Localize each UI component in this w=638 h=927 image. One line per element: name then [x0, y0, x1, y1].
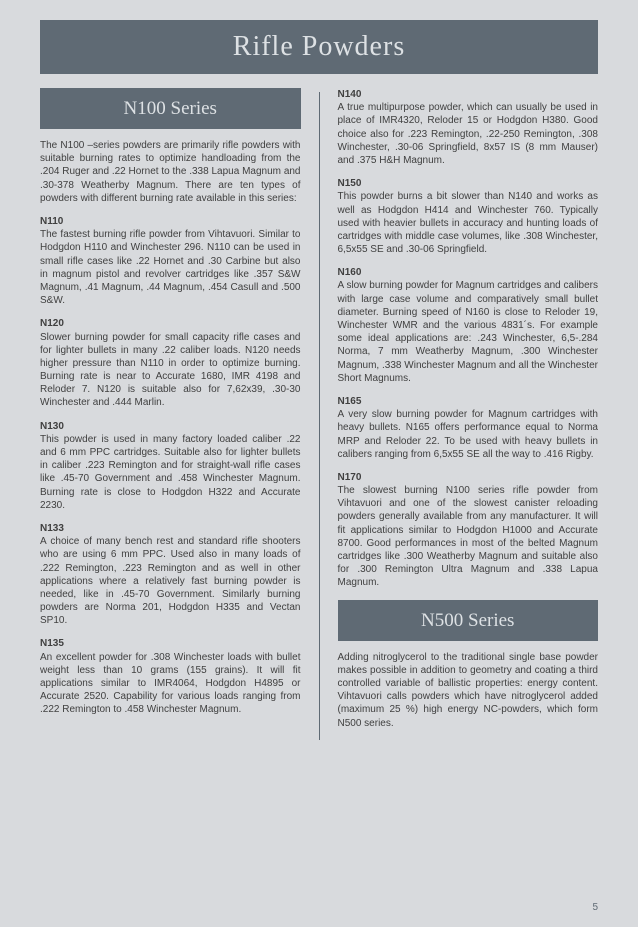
heading-n165: N165: [338, 395, 599, 408]
heading-n110: N110: [40, 215, 301, 228]
heading-n130: N130: [40, 420, 301, 433]
left-column: N100 Series The N100 –series powders are…: [40, 88, 301, 740]
body-n110: The fastest burning rifle powder from Vi…: [40, 228, 301, 307]
intro-text: The N100 –series powders are primarily r…: [40, 139, 301, 205]
page-number: 5: [592, 902, 598, 913]
column-divider: [319, 92, 320, 740]
section-header-n100: N100 Series: [40, 88, 301, 129]
body-n170: The slowest burning N100 series rifle po…: [338, 484, 599, 590]
body-n130: This powder is used in many factory load…: [40, 433, 301, 512]
body-n133: A choice of many bench rest and standard…: [40, 535, 301, 627]
heading-n170: N170: [338, 471, 599, 484]
body-n150: This powder burns a bit slower than N140…: [338, 190, 599, 256]
heading-n150: N150: [338, 177, 599, 190]
heading-n133: N133: [40, 522, 301, 535]
heading-n135: N135: [40, 637, 301, 650]
body-n500-intro: Adding nitroglycerol to the traditional …: [338, 651, 599, 730]
columns: N100 Series The N100 –series powders are…: [0, 88, 638, 740]
section-header-n500: N500 Series: [338, 600, 599, 641]
body-n120: Slower burning powder for small capacity…: [40, 331, 301, 410]
body-n140: A true multipurpose powder, which can us…: [338, 101, 599, 167]
page-title: Rifle Powders: [233, 31, 405, 63]
heading-n120: N120: [40, 317, 301, 330]
heading-n140: N140: [338, 88, 599, 101]
right-column: N140 A true multipurpose powder, which c…: [338, 88, 599, 740]
body-n160: A slow burning powder for Magnum cartrid…: [338, 279, 599, 385]
page-title-bar: Rifle Powders: [40, 20, 598, 74]
body-n165: A very slow burning powder for Magnum ca…: [338, 408, 599, 461]
body-n135: An excellent powder for .308 Winchester …: [40, 651, 301, 717]
heading-n160: N160: [338, 266, 599, 279]
